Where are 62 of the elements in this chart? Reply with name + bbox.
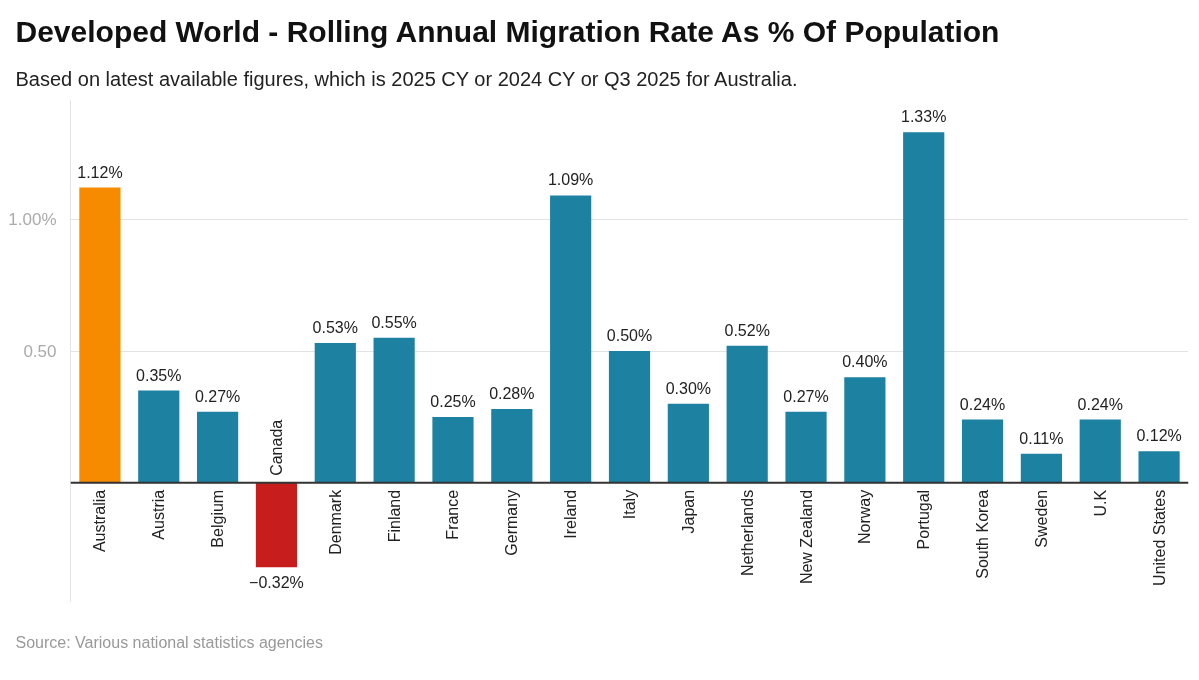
data-label: 0.28% <box>489 385 535 403</box>
x-tick-label: Sweden <box>1032 489 1050 548</box>
bar <box>667 403 709 483</box>
x-tick-label: U.K <box>1091 489 1109 517</box>
x-tick-label: Ireland <box>562 489 580 539</box>
data-label: 0.40% <box>842 353 888 371</box>
data-label: 0.12% <box>1136 427 1182 445</box>
x-tick-label: Belgium <box>209 489 227 548</box>
bar <box>1020 453 1062 483</box>
source-note: Source: Various national statistics agencies <box>15 633 323 651</box>
bar <box>197 411 239 483</box>
data-label: 0.55% <box>371 313 417 331</box>
data-label: 0.30% <box>665 379 712 397</box>
x-tick-label: Germany <box>503 489 521 556</box>
data-label: 0.11% <box>1019 429 1064 447</box>
data-label: 0.53% <box>312 319 358 337</box>
bar <box>373 337 415 483</box>
bar <box>726 345 768 483</box>
bar <box>314 343 356 483</box>
data-label: 0.24% <box>1077 395 1123 413</box>
bar <box>1079 419 1121 483</box>
data-label: 0.50% <box>606 327 653 344</box>
chart-title: Developed World - Rolling Annual Migration Rate As % Of Population <box>15 14 1000 48</box>
data-label: 0.35% <box>136 366 182 384</box>
x-tick-label: New Zealand <box>797 489 815 585</box>
bar <box>138 390 180 483</box>
bar <box>1138 451 1180 483</box>
bar <box>785 411 827 483</box>
x-tick-label: Japan <box>679 489 697 534</box>
bar <box>844 377 886 483</box>
x-tick-label: Netherlands <box>738 489 756 577</box>
data-label: −0.32% <box>249 574 304 592</box>
bar <box>432 416 474 483</box>
x-tick-label: Finland <box>385 489 403 543</box>
x-tick-label: United States <box>1150 489 1168 586</box>
chart-subtitle: Based on latest available figures, which is 2025 CY or 2024 CY or Q3 2025 for Australia. <box>15 67 798 90</box>
bar <box>491 409 533 483</box>
data-label: 1.33% <box>901 108 947 126</box>
bar <box>79 187 121 483</box>
data-label: 0.27% <box>194 387 241 405</box>
y-tick-label: 0.50 <box>23 341 57 361</box>
x-tick-label: Canada <box>267 419 285 476</box>
data-label: 1.09% <box>547 171 594 189</box>
data-label: 0.25% <box>430 392 476 410</box>
data-label: 1.12% <box>77 163 123 181</box>
bar <box>255 482 298 568</box>
y-tick-label: 1.00% <box>8 209 57 229</box>
x-tick-label: Australia <box>91 489 109 553</box>
bar <box>903 132 945 483</box>
x-tick-label: Norway <box>856 489 874 545</box>
x-tick-label: France <box>444 489 462 540</box>
x-tick-label: Portugal <box>915 489 933 550</box>
bar <box>550 195 592 483</box>
data-label: 0.24% <box>959 395 1006 413</box>
bar <box>608 351 651 483</box>
x-tick-label: South Korea <box>974 489 992 579</box>
x-tick-label: Austria <box>150 489 168 540</box>
x-tick-label: Italy <box>621 489 638 520</box>
x-tick-label: Denmark <box>326 488 344 555</box>
bar <box>961 419 1004 483</box>
data-label: 0.27% <box>783 387 829 405</box>
data-label: 0.52% <box>724 321 770 339</box>
